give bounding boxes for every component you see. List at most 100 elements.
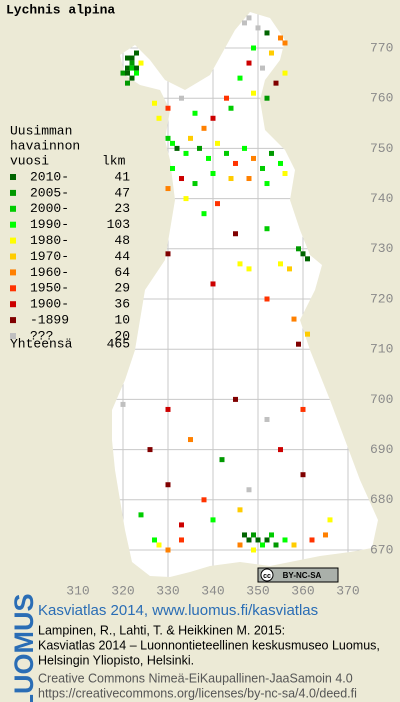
observation-square	[264, 181, 270, 187]
observation-square	[125, 80, 130, 86]
observation-square	[273, 542, 279, 548]
observation-square	[165, 547, 171, 553]
observation-square	[179, 176, 184, 182]
observation-square	[165, 135, 171, 141]
observation-square	[237, 261, 243, 267]
x-grid-label: 320	[111, 583, 134, 598]
observation-square	[264, 416, 270, 422]
observation-square	[165, 105, 171, 111]
observation-square	[300, 472, 306, 478]
y-grid-label: 680	[370, 492, 393, 507]
observation-square	[129, 60, 135, 66]
observation-square	[206, 155, 211, 161]
legend-count: 29	[114, 281, 130, 296]
observation-square	[237, 542, 243, 548]
observation-square	[201, 497, 207, 503]
observation-square	[291, 542, 297, 548]
observation-square	[251, 532, 256, 538]
observation-square	[129, 55, 135, 61]
legend-count: 41	[114, 169, 130, 184]
legend-header: vuosi	[10, 153, 49, 168]
observation-square	[165, 406, 171, 412]
legend-count: 20	[114, 328, 130, 343]
observation-square	[134, 65, 139, 71]
x-grid-label: 340	[201, 583, 224, 598]
observation-square	[287, 266, 292, 272]
y-grid-label: 770	[370, 40, 393, 55]
y-grid-label: 710	[370, 342, 393, 357]
observation-square	[224, 95, 229, 101]
legend-label: -1899	[30, 313, 69, 328]
observation-square	[201, 125, 207, 131]
observation-square	[246, 176, 252, 182]
observation-square	[246, 537, 252, 543]
observation-square	[278, 160, 283, 166]
legend-swatch	[10, 333, 16, 339]
observation-square	[224, 150, 229, 156]
badge-box	[257, 567, 339, 583]
legend-swatch	[10, 253, 16, 260]
observation-square	[242, 532, 247, 538]
observation-square	[170, 140, 175, 146]
observation-square	[120, 70, 126, 76]
legend-count: 47	[114, 185, 130, 200]
observation-square	[233, 231, 238, 237]
observation-square	[251, 155, 256, 161]
observation-square	[120, 401, 126, 407]
observation-square	[179, 95, 184, 101]
legend-label: 1990-	[30, 217, 69, 232]
x-grid-label: 360	[291, 583, 314, 598]
observation-square	[129, 65, 135, 71]
y-grid-label: 670	[370, 542, 393, 557]
observation-square	[134, 50, 139, 56]
observation-square	[156, 115, 162, 121]
observation-square	[246, 266, 252, 272]
observation-square	[305, 256, 310, 262]
x-grid-label: 310	[66, 583, 89, 598]
observation-square	[215, 201, 220, 207]
observation-square	[296, 341, 301, 347]
observation-square	[264, 95, 270, 101]
observation-square	[255, 25, 261, 31]
legend-count: 36	[114, 297, 130, 312]
legend-label: ???	[30, 328, 53, 343]
observation-square	[309, 537, 315, 543]
legend-swatch	[10, 221, 16, 228]
observation-square	[125, 65, 130, 71]
legend-label: 1960-	[30, 265, 69, 280]
observation-square	[165, 482, 171, 488]
observation-square	[251, 45, 256, 51]
legend-swatch	[10, 269, 16, 276]
observation-square	[201, 211, 207, 217]
citation: Helsingin Yliopisto, Helsinki.	[38, 653, 194, 667]
observation-square	[264, 30, 270, 36]
legend-swatch	[10, 285, 16, 292]
observation-square	[188, 135, 193, 141]
y-grid-label: 720	[370, 291, 393, 306]
legend-swatch	[10, 237, 16, 244]
footer-headline[interactable]: Kasviatlas 2014, www.luomus.fi/kasviatla…	[38, 602, 318, 619]
x-grid-label: 370	[336, 583, 359, 598]
observation-square	[246, 60, 252, 66]
observation-square	[125, 55, 130, 61]
license-url[interactable]: https://creativecommons.org/licenses/by-…	[38, 686, 357, 700]
observation-square	[269, 150, 274, 156]
y-grid-label: 750	[370, 141, 393, 156]
observation-square	[219, 457, 225, 463]
observation-square	[237, 507, 243, 513]
legend-total: 465	[107, 336, 130, 351]
observation-square	[192, 181, 198, 187]
legend-count-header: lkm	[102, 153, 126, 168]
observation-square	[246, 15, 252, 21]
observation-square	[183, 150, 189, 156]
observation-square	[179, 522, 184, 528]
legend: Uusimman havainnon vuosi lkm Yhteensä 46…	[10, 123, 130, 351]
observation-square	[152, 100, 157, 106]
observation-square	[233, 396, 238, 402]
observation-square	[125, 70, 130, 76]
legend-header: havainnon	[10, 138, 80, 153]
y-grid-label: 730	[370, 241, 393, 256]
observation-square	[278, 447, 283, 453]
observation-square	[305, 331, 310, 337]
